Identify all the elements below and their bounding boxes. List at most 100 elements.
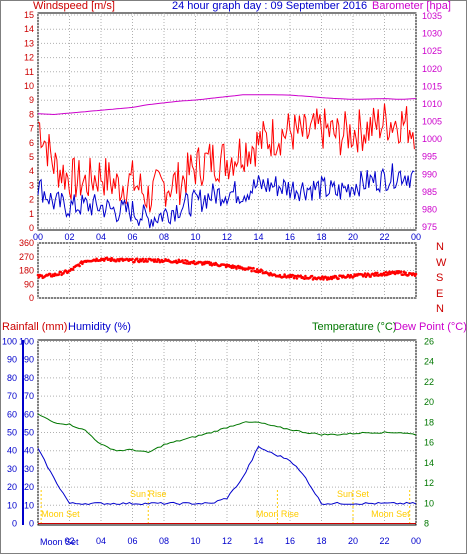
climate-x-tick-label: 04 xyxy=(96,536,106,546)
direction-point xyxy=(36,273,40,277)
climate-time-axis: 02 04 06 08 10 12 14 16 18 20 22 00 xyxy=(64,536,421,546)
climate-x-tick-label: 06 xyxy=(127,536,137,546)
direction-point xyxy=(363,272,367,275)
direction-point xyxy=(181,259,184,262)
windspeed-tick-label: 8 xyxy=(29,109,34,119)
barometer-tick-label: 1010 xyxy=(422,99,442,109)
wind-x-tick-label: 10 xyxy=(190,232,200,242)
rainfall-tick-label: 0 xyxy=(12,519,17,529)
direction-point xyxy=(59,270,62,274)
direction-point xyxy=(209,261,213,265)
graph-title: 24 hour graph day : 09 September 2016 xyxy=(172,0,367,12)
windspeed-tick-label: 10 xyxy=(24,81,34,91)
rainfall-tick-label: 60 xyxy=(7,409,17,419)
direction-letters: N W S E N xyxy=(436,241,447,315)
direction-point xyxy=(230,266,233,270)
direction-point xyxy=(155,260,159,263)
barometer-tick-label: 1020 xyxy=(422,64,442,74)
direction-point xyxy=(369,275,372,278)
climate-x-tick-label: 20 xyxy=(348,536,358,546)
direction-point xyxy=(131,257,134,261)
direction-tick-label: 0 xyxy=(29,293,34,303)
humidity-tick-label: 20 xyxy=(24,482,34,492)
rainfall-tick-label: 10 xyxy=(7,500,17,510)
windspeed-tick-label: 11 xyxy=(25,67,34,77)
rainfall-tick-label: 90 xyxy=(7,355,17,365)
humidity-tick-label: 30 xyxy=(24,464,34,474)
temperature-title: Temperature (°C) xyxy=(312,321,396,333)
direction-point xyxy=(404,271,407,275)
direction-letter-w: W xyxy=(436,257,447,269)
windspeed-tick-label: 0 xyxy=(29,223,34,233)
direction-point xyxy=(295,277,299,280)
event-label: Moon Rise xyxy=(256,509,299,519)
direction-point xyxy=(203,262,206,266)
climate-x-tick-label: 18 xyxy=(316,536,326,546)
direction-axis: 0 90 180 270 360 xyxy=(19,238,34,303)
temperature-tick-label: 12 xyxy=(424,478,434,488)
direction-point xyxy=(414,272,418,276)
wind-x-tick-label: 00 xyxy=(33,232,43,242)
windspeed-tick-label: 12 xyxy=(24,53,34,63)
direction-point xyxy=(258,270,262,274)
barometer-tick-label: 975 xyxy=(422,222,437,232)
climate-x-tick-label: 08 xyxy=(159,536,169,546)
temperature-tick-label: 14 xyxy=(424,458,434,468)
humidity-tick-label: 40 xyxy=(24,446,34,456)
direction-point xyxy=(57,273,61,276)
temperature-axis: 8 10 12 14 16 18 20 22 24 26 xyxy=(424,337,434,529)
direction-point xyxy=(250,269,253,273)
wind-x-tick-label: 06 xyxy=(127,232,137,242)
barometer-axis: 975 980 985 990 995 1000 1005 1010 1015 1020 1025 1… xyxy=(422,11,442,232)
windspeed-tick-label: 5 xyxy=(29,152,34,162)
direction-point xyxy=(157,258,161,262)
direction-point xyxy=(252,266,255,270)
windspeed-tick-label: 6 xyxy=(29,138,34,148)
humidity-axis: 0010102020303040405050606070708080909010… xyxy=(2,337,34,529)
direction-point xyxy=(330,277,334,281)
direction-tick-label: 180 xyxy=(19,266,34,276)
temperature-tick-label: 8 xyxy=(424,519,429,529)
event-label: Sun Rise xyxy=(130,489,167,499)
windspeed-tick-label: 7 xyxy=(29,124,34,134)
direction-point xyxy=(78,264,81,268)
wind-series xyxy=(37,94,417,229)
rainfall-title: Rainfall (mm) xyxy=(2,321,67,333)
humidity-title: Humidity (%) xyxy=(68,321,131,333)
climate-series xyxy=(37,413,417,524)
humidity-tick-label: 0 xyxy=(29,519,34,529)
rainfall-tick-label: 70 xyxy=(7,391,17,401)
direction-point xyxy=(174,259,178,263)
direction-point xyxy=(186,259,189,263)
rainfall-tick-label: 40 xyxy=(7,446,17,456)
wind-x-tick-label: 00 xyxy=(411,232,421,242)
humidity-tick-label: 80 xyxy=(24,373,34,383)
windspeed-tick-label: 1 xyxy=(29,209,34,219)
windspeed-title: Windspeed [m/s] xyxy=(33,0,115,12)
wind-x-tick-label: 04 xyxy=(96,232,106,242)
direction-panel-grid xyxy=(37,242,417,299)
climate-x-tick-label: 02 xyxy=(64,536,74,546)
rainfall-tick-label: 30 xyxy=(7,464,17,474)
humidity-tick-label: 60 xyxy=(24,409,34,419)
temperature-line xyxy=(37,413,417,454)
barometer-tick-label: 1030 xyxy=(422,29,442,39)
humidity-tick-label: 50 xyxy=(24,428,34,438)
barometer-tick-label: 1035 xyxy=(422,11,442,21)
direction-point xyxy=(177,258,181,262)
direction-letter-n-top: N xyxy=(436,241,444,253)
climate-x-tick-label: 22 xyxy=(379,536,389,546)
direction-tick-label: 270 xyxy=(19,252,34,262)
direction-point xyxy=(235,267,238,270)
direction-point xyxy=(185,262,188,265)
windspeed-tick-label: 3 xyxy=(29,180,34,190)
windspeed-tick-label: 14 xyxy=(24,24,34,34)
climate-x-tick-label: 00 xyxy=(411,536,421,546)
direction-letter-s: S xyxy=(436,272,443,284)
wind-x-tick-label: 22 xyxy=(379,232,389,242)
direction-point xyxy=(109,259,113,263)
rainfall-tick-label: 80 xyxy=(7,373,17,383)
barometer-tick-label: 980 xyxy=(422,204,437,214)
